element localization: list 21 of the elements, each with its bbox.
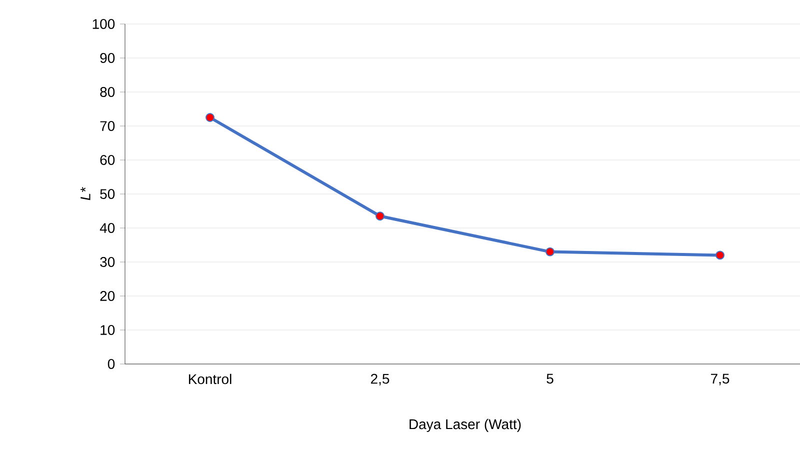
y-tick-label: 20 (100, 291, 115, 301)
y-tick-label: 10 (100, 325, 115, 335)
x-tick-label: 2,5 (370, 374, 390, 386)
y-tick-label: 60 (100, 155, 115, 165)
y-tick-label: 80 (100, 87, 115, 97)
x-tick-label: 5 (546, 374, 554, 384)
y-tick-label: 0 (108, 359, 115, 369)
y-axis-title: L* (80, 187, 90, 200)
y-tick-label: 50 (100, 189, 115, 199)
point (546, 247, 554, 256)
x-tick-label: Kontrol (188, 374, 232, 384)
point (376, 212, 384, 221)
y-tick-label: 30 (100, 257, 115, 267)
point (206, 113, 214, 122)
x-tick-label: 7,5 (710, 374, 730, 386)
y-tick-label: 70 (100, 121, 115, 131)
y-tick-label: 90 (100, 53, 115, 63)
y-tick-label: 100 (92, 19, 115, 29)
x-axis-title: Daya Laser (Watt) (410, 418, 521, 432)
y-tick-label: 40 (100, 223, 115, 233)
point (716, 250, 724, 260)
